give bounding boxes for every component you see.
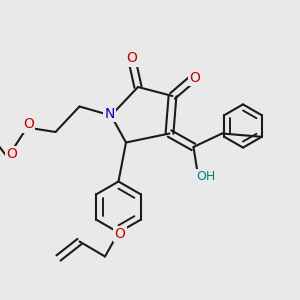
Text: OH: OH bbox=[196, 170, 215, 184]
Text: O: O bbox=[190, 71, 200, 85]
Text: O: O bbox=[7, 148, 17, 161]
Text: N: N bbox=[104, 107, 115, 121]
Text: O: O bbox=[23, 118, 34, 131]
Text: O: O bbox=[127, 52, 137, 65]
Text: O: O bbox=[115, 227, 125, 241]
